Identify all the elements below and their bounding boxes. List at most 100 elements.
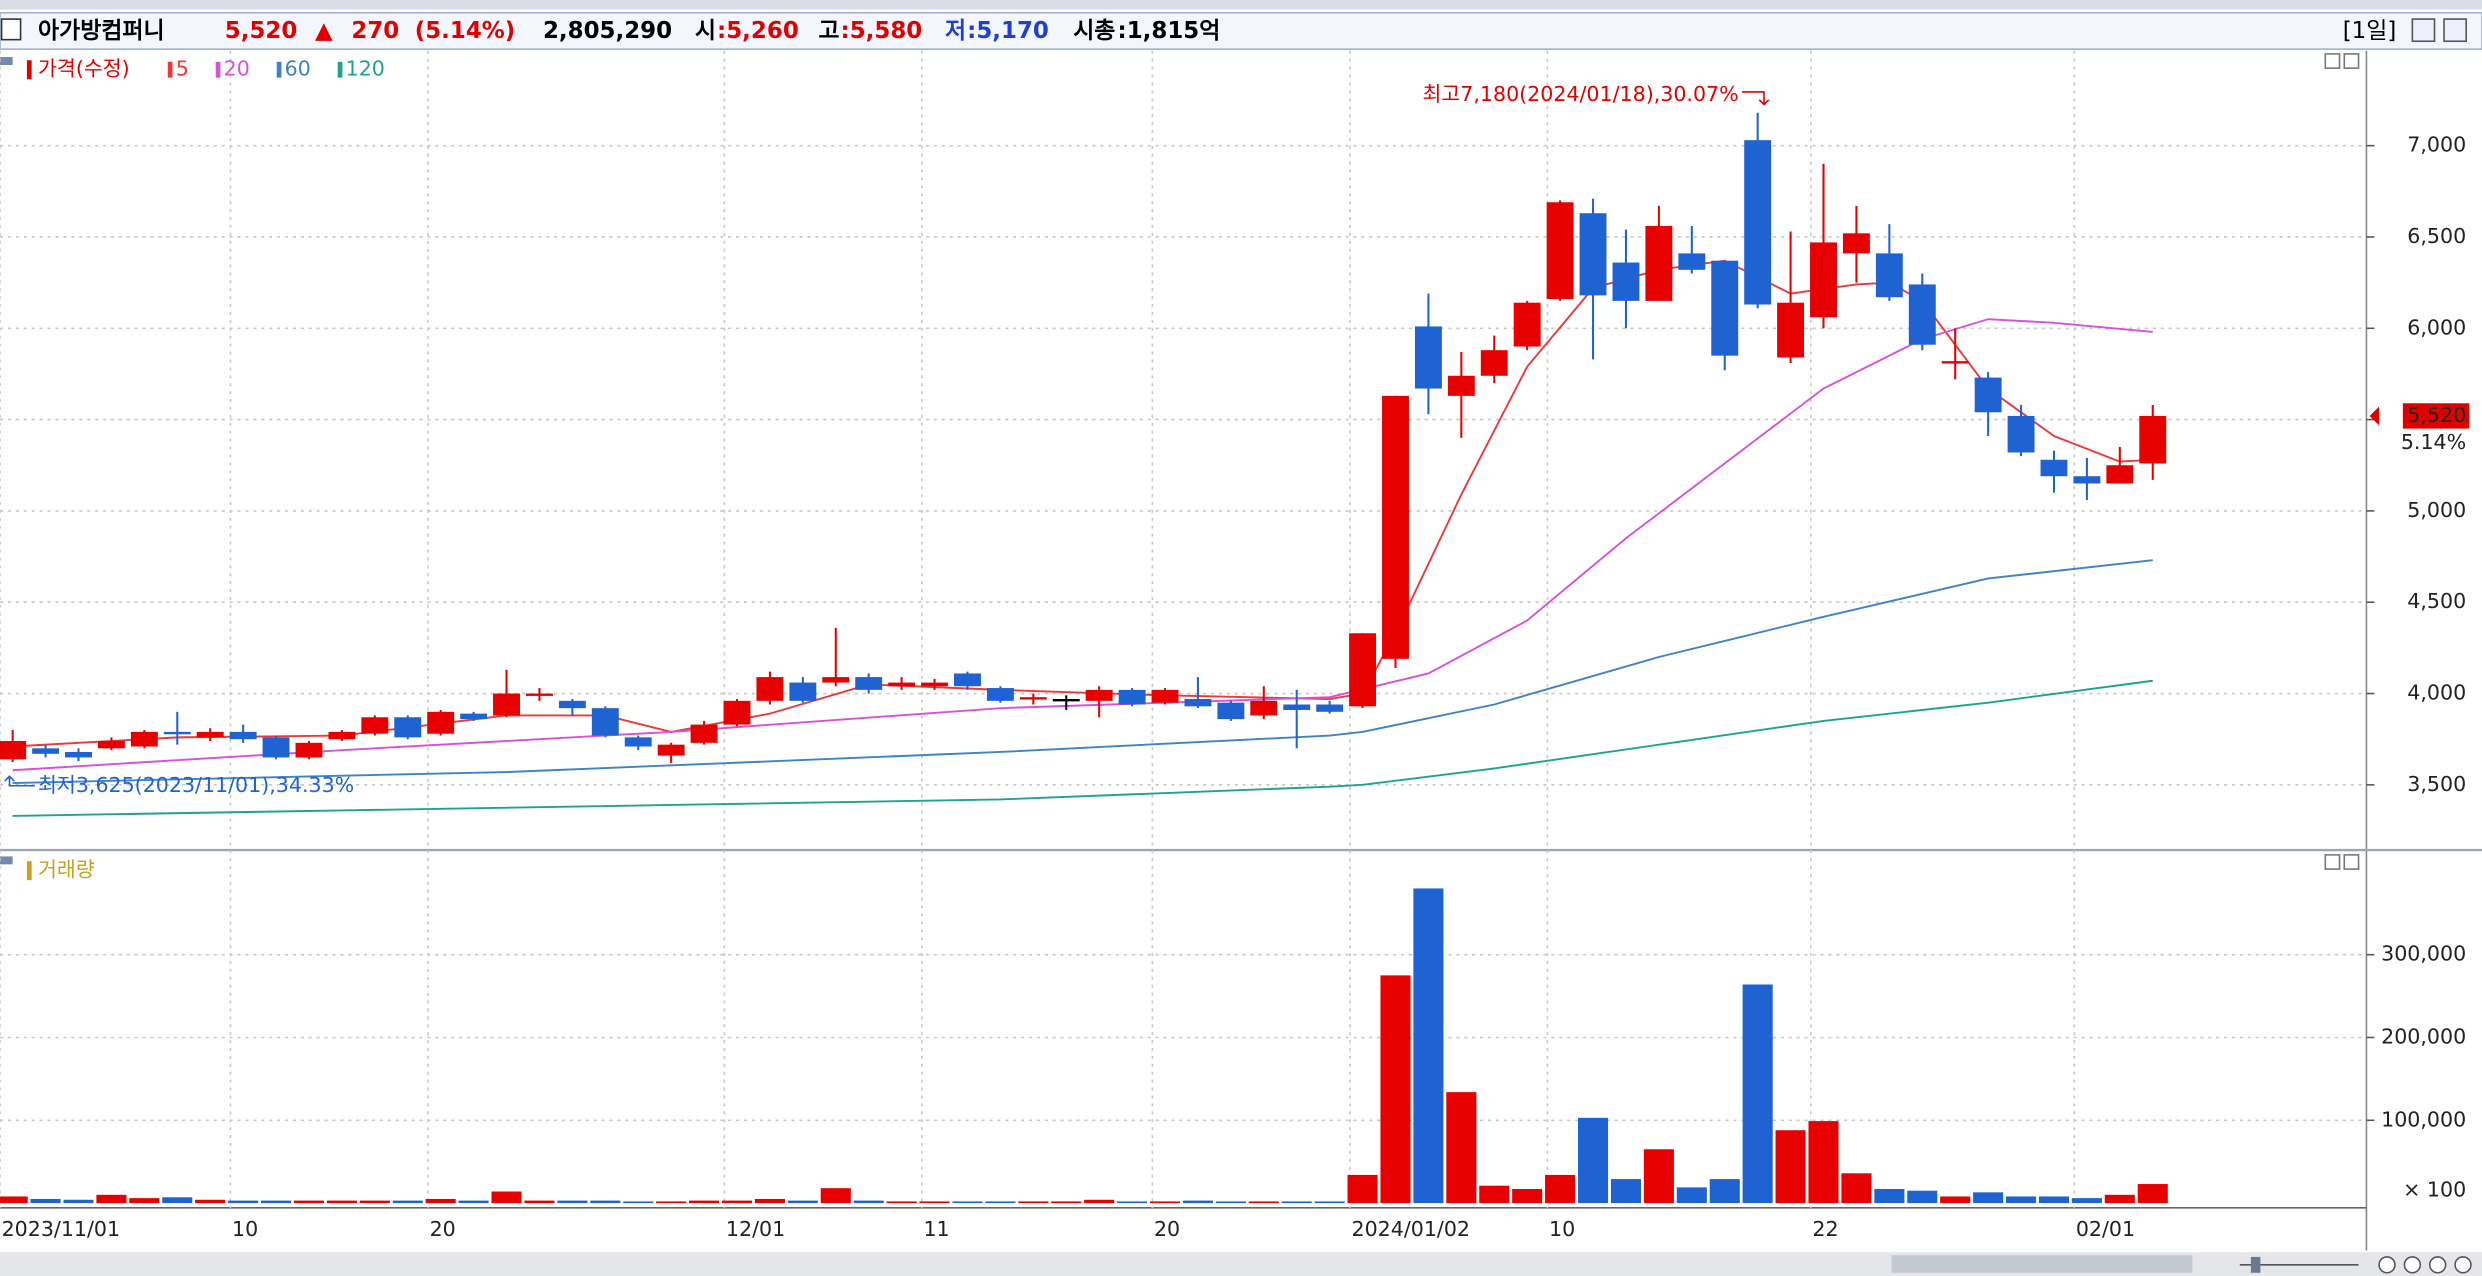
candle-body bbox=[1052, 699, 1080, 702]
volume-bar bbox=[1709, 1179, 1740, 1204]
volume-bar bbox=[458, 1200, 489, 1204]
window-button[interactable] bbox=[2411, 18, 2436, 43]
candle-body bbox=[97, 741, 125, 749]
volume-bar bbox=[491, 1191, 522, 1204]
x-tick-label: 10 bbox=[232, 1217, 258, 1241]
candle-body bbox=[1513, 302, 1541, 347]
panel-button[interactable] bbox=[2324, 53, 2341, 69]
volume-bar bbox=[2137, 1184, 2168, 1204]
annotation-arrow bbox=[4, 775, 35, 787]
volume-bar bbox=[2006, 1196, 2037, 1204]
candle-body bbox=[1974, 377, 2002, 413]
zoom-fit[interactable] bbox=[2454, 1256, 2472, 1274]
volume-bar bbox=[656, 1201, 687, 1204]
volume-bar bbox=[590, 1200, 621, 1204]
zoom-handle[interactable] bbox=[2250, 1256, 2261, 1273]
volume-tick-label: 200,000 bbox=[2381, 1024, 2466, 1048]
volume-bar bbox=[63, 1199, 94, 1204]
volume-bar bbox=[1117, 1201, 1148, 1204]
volume-bar bbox=[1808, 1121, 1839, 1204]
up-arrow: ▲ bbox=[315, 18, 333, 44]
candle-body bbox=[690, 724, 718, 743]
candle-body bbox=[1414, 326, 1442, 389]
legend-swatch bbox=[337, 61, 343, 78]
zoom-reset[interactable] bbox=[2428, 1256, 2447, 1274]
candle-body bbox=[1875, 253, 1903, 298]
volume-bar bbox=[754, 1198, 785, 1204]
close-button[interactable] bbox=[2443, 18, 2467, 43]
checkbox[interactable] bbox=[0, 18, 22, 41]
volume-bar bbox=[1314, 1201, 1345, 1204]
candle-body bbox=[2106, 465, 2134, 484]
volume-bar bbox=[985, 1201, 1016, 1204]
volume-bar bbox=[623, 1201, 654, 1204]
candle-body bbox=[1250, 700, 1278, 716]
volume-tick-label: 100,000 bbox=[2381, 1107, 2466, 1131]
scrollbar[interactable] bbox=[0, 1252, 2482, 1276]
candle-body bbox=[2139, 415, 2167, 464]
x-tick-label: 20 bbox=[430, 1217, 456, 1241]
volume-bar bbox=[1874, 1189, 1905, 1204]
x-tick-label: 02/01 bbox=[2076, 1217, 2135, 1241]
candle-body bbox=[163, 731, 191, 735]
volume-bar bbox=[1841, 1173, 1872, 1204]
volume-bar bbox=[1610, 1179, 1642, 1204]
x-tick-label: 10 bbox=[1549, 1217, 1575, 1241]
candle-body bbox=[394, 717, 422, 738]
candle-body bbox=[822, 677, 850, 683]
volume-bar bbox=[1545, 1174, 1576, 1204]
candle-body bbox=[0, 741, 27, 760]
scroll-thumb[interactable] bbox=[1891, 1255, 2193, 1273]
volume-bar bbox=[129, 1198, 160, 1204]
current-marker bbox=[2369, 406, 2380, 426]
candle-body bbox=[591, 708, 619, 736]
candle-body bbox=[558, 700, 586, 709]
candle-body bbox=[460, 713, 488, 720]
period[interactable]: [1일] bbox=[2343, 18, 2397, 44]
zoom-in[interactable] bbox=[2403, 1256, 2422, 1274]
low-label: 저 bbox=[945, 18, 966, 44]
panel-button[interactable] bbox=[2343, 53, 2360, 69]
volume-bar bbox=[1479, 1185, 1510, 1204]
volume-bar bbox=[1281, 1201, 1312, 1204]
volume-bar bbox=[1018, 1201, 1049, 1204]
candle-body bbox=[1645, 226, 1673, 301]
candle-body bbox=[1151, 689, 1179, 703]
candle-body bbox=[1678, 253, 1706, 270]
x-tick-label: 20 bbox=[1154, 1217, 1180, 1241]
volume-bar bbox=[820, 1188, 851, 1204]
volume-bar bbox=[853, 1200, 884, 1204]
candle-body bbox=[2007, 415, 2035, 453]
candle-body bbox=[361, 717, 389, 734]
candle-body bbox=[1382, 395, 1409, 659]
candle-body bbox=[1777, 302, 1805, 358]
legend-swatch bbox=[26, 861, 32, 881]
candle-body bbox=[954, 673, 981, 687]
volume-bar bbox=[1973, 1192, 2004, 1204]
candle-body bbox=[1217, 702, 1245, 720]
candle-body bbox=[493, 693, 520, 716]
candle-body bbox=[723, 700, 751, 725]
volume-bar bbox=[787, 1200, 818, 1204]
volume-bar bbox=[293, 1200, 325, 1204]
panel-button[interactable] bbox=[2343, 854, 2360, 870]
legend-swatch bbox=[276, 61, 282, 78]
open-label: 시 bbox=[695, 18, 716, 44]
annotation-arrow bbox=[1741, 91, 1770, 106]
change: 270 bbox=[351, 18, 399, 44]
volume-bar bbox=[96, 1194, 127, 1204]
volume-bar bbox=[1742, 984, 1773, 1204]
volume-bar bbox=[1248, 1201, 1279, 1204]
candle-body bbox=[855, 677, 883, 690]
volume-unit: × 100 bbox=[2403, 1177, 2466, 1201]
candle-body bbox=[1908, 284, 1936, 345]
panel-button[interactable] bbox=[2324, 854, 2341, 870]
volume-bar bbox=[689, 1200, 720, 1204]
candle-body bbox=[1711, 260, 1739, 356]
candle-body bbox=[2040, 459, 2068, 477]
zoom-out[interactable] bbox=[2378, 1256, 2396, 1274]
volume-bar bbox=[1940, 1196, 1971, 1204]
volume-tick-label: 300,000 bbox=[2381, 942, 2466, 966]
legend-swatch bbox=[26, 60, 32, 80]
